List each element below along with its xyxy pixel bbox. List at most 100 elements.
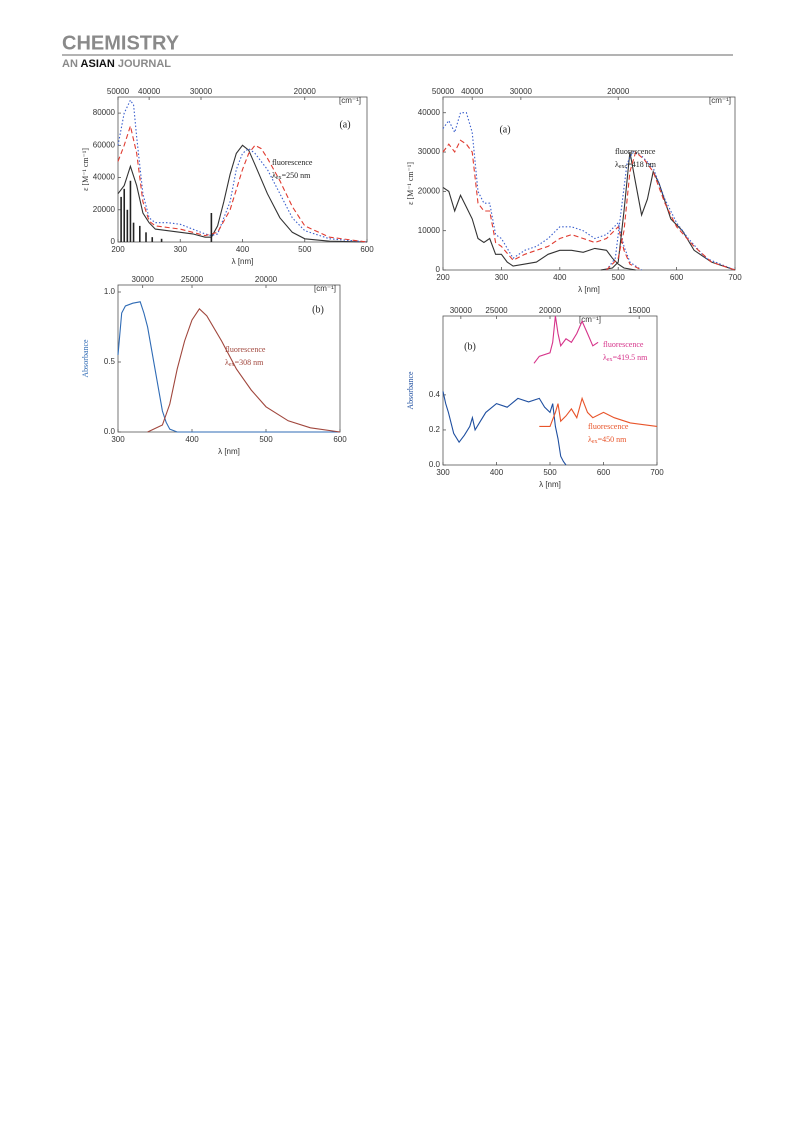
x-tick-label: 400 bbox=[553, 273, 567, 282]
y-tick-label: 0.5 bbox=[104, 357, 116, 366]
x2-tick-label: 30000 bbox=[132, 275, 155, 284]
figure-panel: 200 300 400 500 600 700 0 10000 20000 30000 40000 5… bbox=[406, 87, 742, 294]
x-tick-label: 300 bbox=[436, 468, 450, 477]
x2-tick-label: 25000 bbox=[181, 275, 204, 284]
x-tick-label: 200 bbox=[111, 245, 125, 254]
x2-tick-label: 30000 bbox=[450, 306, 473, 315]
y-tick-label: 0 bbox=[111, 237, 116, 246]
y-tick-label: 40000 bbox=[93, 173, 116, 182]
x2-tick-label: 20000 bbox=[607, 87, 630, 96]
subtitle-suffix: JOURNAL bbox=[118, 58, 171, 70]
x-axis-label: λ [nm] bbox=[578, 285, 600, 294]
y-tick-label: 0.0 bbox=[104, 427, 116, 436]
y-tick-label: 30000 bbox=[418, 147, 441, 156]
annotation-subscript: ex bbox=[592, 439, 598, 445]
annotation-value: =308 nm bbox=[235, 358, 265, 367]
annotation-condition: λex=308 nm bbox=[225, 358, 264, 369]
x2-tick-label: 20000 bbox=[539, 306, 562, 315]
x2-tick-label: 40000 bbox=[138, 87, 161, 96]
x-tick-label: 400 bbox=[490, 468, 504, 477]
subtitle-highlight: ASIAN bbox=[81, 58, 115, 70]
annotation-symbol: λ bbox=[272, 171, 276, 180]
annotation-subscript: ex bbox=[607, 357, 613, 363]
annotation-symbol: λ bbox=[603, 353, 607, 362]
x2-axis-label: [cm⁻¹] bbox=[579, 315, 601, 324]
spectrum-line bbox=[539, 396, 658, 427]
spectrum-line bbox=[442, 112, 642, 271]
y-tick-label: 1.0 bbox=[104, 287, 116, 296]
y-tick-label: 60000 bbox=[93, 140, 116, 149]
x-tick-label: 600 bbox=[597, 468, 611, 477]
x2-axis-label: [cm⁻¹] bbox=[709, 96, 731, 105]
x-tick-label: 400 bbox=[185, 435, 199, 444]
y-axis-label: ε [M⁻¹ cm⁻¹] bbox=[406, 162, 415, 205]
x2-tick-label: 15000 bbox=[628, 306, 651, 315]
y-tick-label: 20000 bbox=[418, 186, 441, 195]
x-tick-label: 300 bbox=[174, 245, 188, 254]
x2-tick-label: 40000 bbox=[461, 87, 484, 96]
x-tick-label: 600 bbox=[670, 273, 684, 282]
annotation: fluorescence bbox=[615, 147, 656, 156]
y-axis-label: Absorbance bbox=[81, 339, 90, 378]
y-tick-label: 40000 bbox=[418, 108, 441, 117]
annotation-value: =418 nm bbox=[627, 160, 657, 169]
annotation-value: =250 nm bbox=[282, 171, 312, 180]
x2-tick-label: 20000 bbox=[255, 275, 278, 284]
panel-label: (b) bbox=[312, 304, 324, 315]
y-tick-label: 0.2 bbox=[429, 425, 441, 434]
spectrum-line bbox=[606, 151, 736, 271]
figure-panel: 200 300 400 500 600 0 20000 40000 60000 80000 5000… bbox=[81, 87, 374, 266]
x2-axis-label: [cm⁻¹] bbox=[339, 96, 361, 105]
annotation-condition: λex=250 nm bbox=[272, 171, 311, 182]
panel-label: (a) bbox=[339, 119, 350, 130]
spectrum-line bbox=[442, 186, 636, 271]
x2-tick-label: 30000 bbox=[190, 87, 213, 96]
spectrum-line bbox=[606, 151, 736, 271]
spectrum-line bbox=[147, 307, 341, 433]
annotation-value: =419.5 nm bbox=[613, 353, 649, 362]
annotation: fluorescence bbox=[272, 158, 313, 167]
y-tick-label: 80000 bbox=[93, 108, 116, 117]
x-tick-label: 500 bbox=[298, 245, 312, 254]
annotation: fluorescence bbox=[225, 345, 266, 354]
x-axis-label: λ [nm] bbox=[232, 257, 254, 266]
x-tick-label: 700 bbox=[728, 273, 742, 282]
y-tick-label: 0 bbox=[436, 265, 441, 274]
x2-axis-label: [cm⁻¹] bbox=[314, 284, 336, 293]
annotation: fluorescence bbox=[603, 340, 644, 349]
x-tick-label: 200 bbox=[436, 273, 450, 282]
y-axis-label: Absorbance bbox=[406, 371, 415, 410]
x2-tick-label: 20000 bbox=[294, 87, 317, 96]
x2-tick-label: 30000 bbox=[510, 87, 533, 96]
plot-frame bbox=[442, 96, 736, 271]
figure-panel: 300 400 500 600 700 0.0 0.2 0.4 30000 25000 20000 1… bbox=[406, 306, 664, 489]
x-tick-label: 500 bbox=[543, 468, 557, 477]
spectrum-line bbox=[442, 139, 642, 271]
annotation-subscript: ex bbox=[229, 362, 235, 368]
annotation-condition: λex=450 nm bbox=[588, 435, 627, 446]
x-tick-label: 700 bbox=[650, 468, 664, 477]
x-tick-label: 600 bbox=[333, 435, 347, 444]
y-tick-label: 20000 bbox=[93, 205, 116, 214]
annotation-subscript: ex bbox=[276, 175, 282, 181]
annotation: fluorescence bbox=[588, 422, 629, 431]
spectrum-line bbox=[117, 123, 368, 243]
x-tick-label: 400 bbox=[236, 245, 250, 254]
annotation-value: =450 nm bbox=[598, 435, 628, 444]
journal-title: CHEMISTRY bbox=[62, 32, 180, 54]
x2-tick-label: 50000 bbox=[107, 87, 130, 96]
y-axis-label: ε [M⁻¹ cm⁻¹] bbox=[81, 148, 90, 191]
spectrum-line bbox=[442, 391, 567, 466]
x-axis-label: λ [nm] bbox=[218, 447, 240, 456]
y-tick-label: 0.4 bbox=[429, 390, 441, 399]
subtitle-prefix: AN bbox=[62, 58, 78, 70]
annotation-condition: λex=419.5 nm bbox=[603, 353, 648, 364]
x-tick-label: 500 bbox=[612, 273, 626, 282]
spectrum-line bbox=[117, 144, 368, 243]
panel-label: (a) bbox=[499, 124, 510, 135]
x-tick-label: 600 bbox=[360, 245, 374, 254]
annotation-condition: λexc=418 nm bbox=[615, 160, 657, 171]
spectrum-line bbox=[117, 301, 340, 433]
